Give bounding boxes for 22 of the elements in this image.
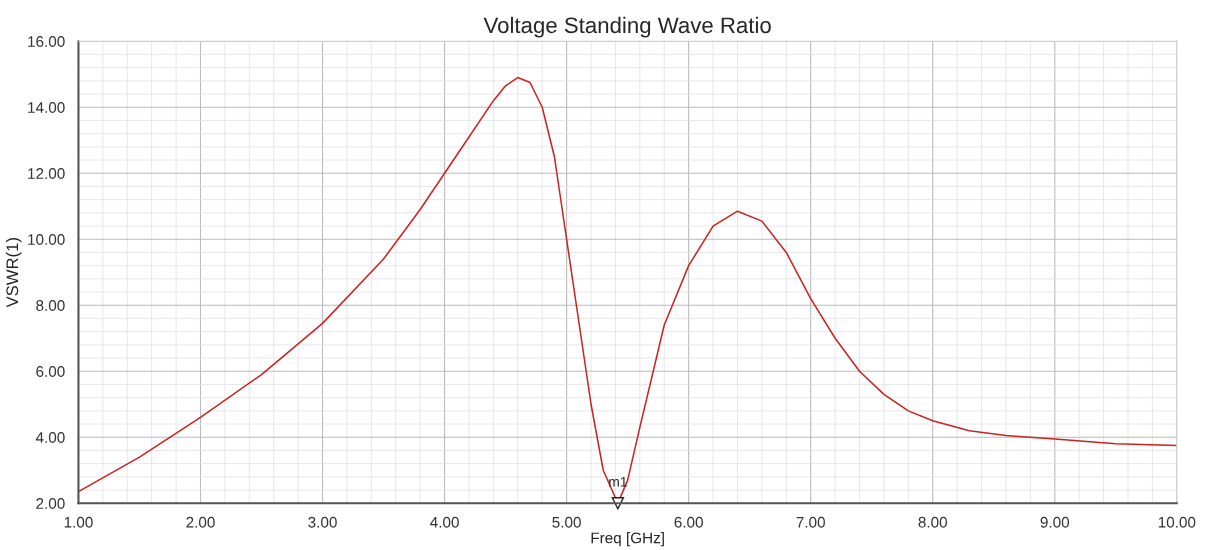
- y-tick-label: 16.00: [28, 36, 65, 47]
- x-tick-label: 3.00: [308, 516, 337, 528]
- x-tick-label: 5.00: [552, 516, 581, 528]
- x-tick-label: 8.00: [918, 516, 948, 528]
- y-tick-label: 4.00: [35, 432, 65, 443]
- x-axis-title: Freq [GHz]: [591, 532, 664, 547]
- x-tick-label: 6.00: [674, 516, 703, 528]
- x-tick-label: 9.00: [1040, 516, 1070, 528]
- y-tick-label: 10.00: [28, 234, 65, 245]
- x-tick-label: 4.00: [430, 516, 459, 528]
- y-tick-label: 8.00: [36, 300, 65, 311]
- x-tick-label: 2.00: [186, 516, 215, 528]
- annotation: m1: [609, 476, 627, 487]
- x-tick-label: 7.00: [796, 516, 825, 528]
- y-axis-title: VSWR(1): [5, 238, 22, 308]
- y-tick-label: 12.00: [28, 168, 65, 179]
- y-tick-label: 2.00: [36, 498, 65, 509]
- x-tick-label: 10.00: [1158, 516, 1196, 528]
- y-tick-label: 14.00: [28, 102, 65, 113]
- x-tick-label: 1.00: [64, 516, 93, 528]
- chart-title: Voltage Standing Wave Ratio: [483, 16, 771, 38]
- y-tick-label: 6.00: [36, 366, 65, 377]
